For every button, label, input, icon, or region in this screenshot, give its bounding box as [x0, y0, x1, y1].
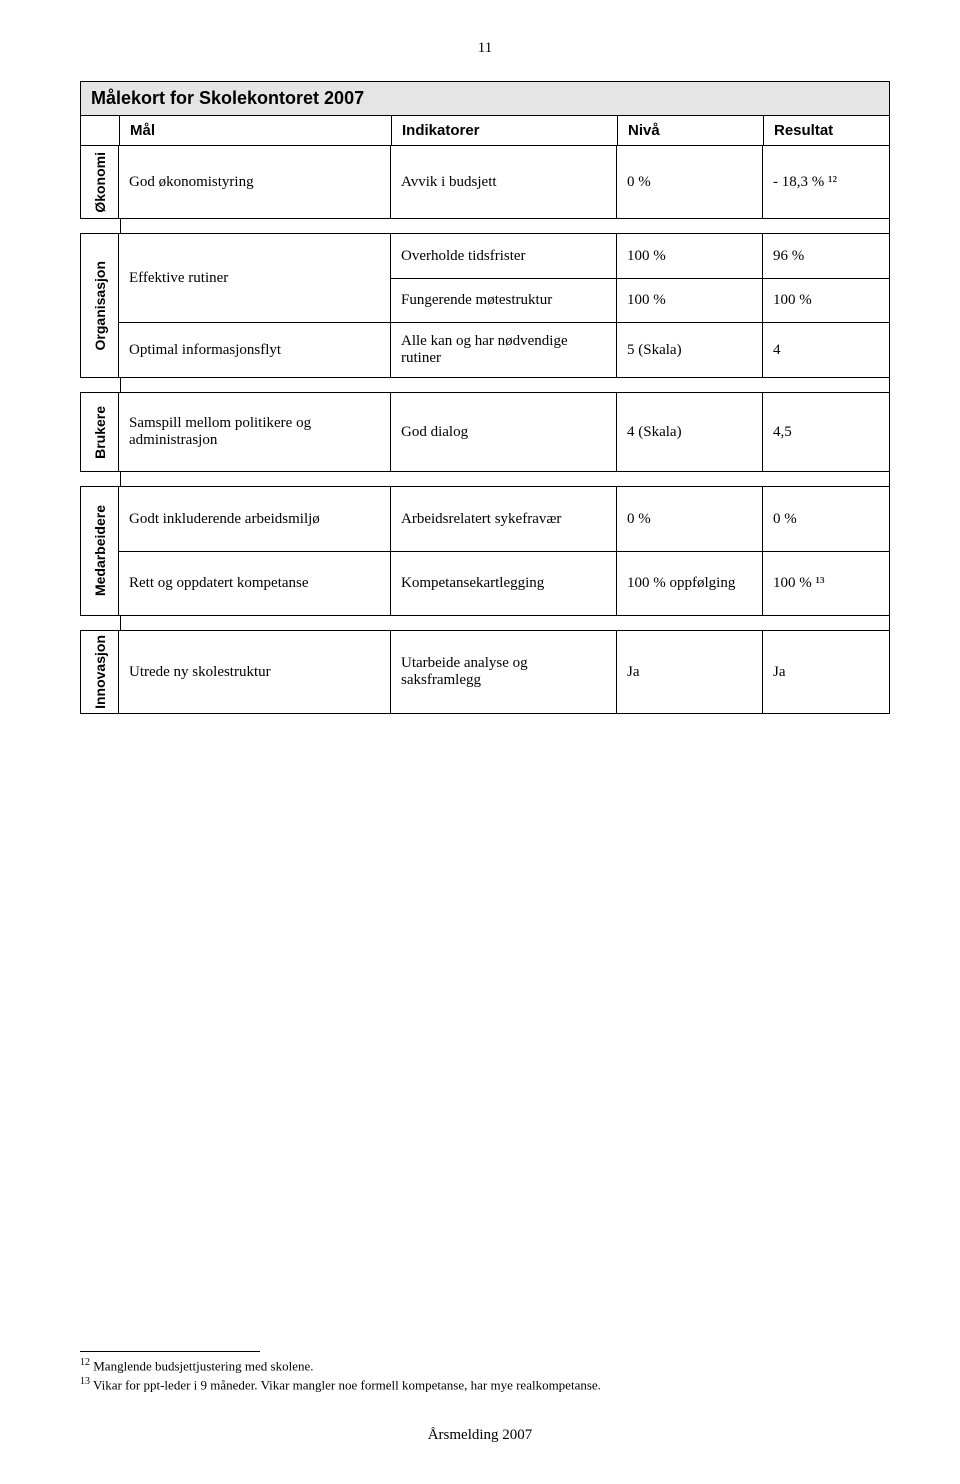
cell-res: 4,5 [763, 393, 889, 471]
cell-mal: Effektive rutiner [119, 234, 391, 322]
cell-res: 0 % [763, 487, 889, 551]
table-row: Optimal informasjonsflyt Alle kan og har… [119, 322, 889, 377]
section-okonomi: Økonomi God økonomistyring Avvik i budsj… [80, 146, 890, 219]
cell-niva: 100 % [617, 279, 763, 322]
col-header-indikatorer: Indikatorer [392, 116, 618, 145]
table-row: God økonomistyring Avvik i budsjett 0 % … [119, 146, 889, 218]
cell-res: 100 % [763, 279, 889, 322]
cell-ind: Fungerende møtestruktur [391, 279, 617, 322]
section-label-brukere: Brukere [81, 393, 119, 471]
footnote-12: 12 Manglende budsjettjustering med skole… [80, 1356, 880, 1375]
section-medarbeidere: Medarbeidere Godt inkluderende arbeidsmi… [80, 486, 890, 616]
cell-niva: 0 % [617, 487, 763, 551]
cell-ind: Overholde tidsfrister [391, 234, 617, 278]
cell-res: 96 % [763, 234, 889, 278]
section-innovasjon: Innovasjon Utrede ny skolestruktur Utarb… [80, 630, 890, 714]
col-header-niva: Nivå [618, 116, 764, 145]
table-row: Effektive rutiner Overholde tidsfrister … [119, 234, 889, 322]
cell-res: Ja [763, 631, 889, 713]
cell-res: 4 [763, 323, 889, 377]
table-row: Samspill mellom politikere og administra… [119, 393, 889, 471]
cell-niva: 5 (Skala) [617, 323, 763, 377]
section-label-organisasjon: Organisasjon [81, 234, 119, 377]
footnotes: 12 Manglende budsjettjustering med skole… [80, 1351, 880, 1394]
cell-res: - 18,3 % ¹² [763, 146, 889, 218]
scorecard-title: Målekort for Skolekontoret 2007 [80, 81, 890, 116]
section-label-innovasjon: Innovasjon [81, 631, 119, 713]
cell-mal: God økonomistyring [119, 146, 391, 218]
cell-ind: Alle kan og har nødvendige rutiner [391, 323, 617, 377]
cell-res: 100 % ¹³ [763, 552, 889, 615]
cell-ind: Arbeidsrelatert sykefravær [391, 487, 617, 551]
cell-niva: 100 % [617, 234, 763, 278]
cell-niva: 0 % [617, 146, 763, 218]
table-row: Utrede ny skolestruktur Utarbeide analys… [119, 631, 889, 713]
cell-niva: 4 (Skala) [617, 393, 763, 471]
page-footer: Årsmelding 2007 [0, 1427, 960, 1444]
cell-ind: Avvik i budsjett [391, 146, 617, 218]
section-organisasjon: Organisasjon Effektive rutiner Overholde… [80, 233, 890, 378]
page-number: 11 [80, 40, 890, 57]
cell-ind: Utarbeide analyse og saksframlegg [391, 631, 617, 713]
table-row: Godt inkluderende arbeidsmiljø Arbeidsre… [119, 487, 889, 551]
footnote-13: 13 Vikar for ppt-leder i 9 måneder. Vika… [80, 1375, 880, 1394]
cell-mal: Samspill mellom politikere og administra… [119, 393, 391, 471]
col-header-resultat: Resultat [764, 116, 890, 145]
cell-ind: God dialog [391, 393, 617, 471]
cell-mal: Optimal informasjonsflyt [119, 323, 391, 377]
cell-niva: Ja [617, 631, 763, 713]
table-header-row: Mål Indikatorer Nivå Resultat [80, 116, 890, 146]
section-label-medarbeidere: Medarbeidere [81, 487, 119, 615]
cell-mal: Utrede ny skolestruktur [119, 631, 391, 713]
section-brukere: Brukere Samspill mellom politikere og ad… [80, 392, 890, 472]
col-header-mal: Mål [120, 116, 392, 145]
cell-mal: Rett og oppdatert kompetanse [119, 552, 391, 615]
cell-niva: 100 % oppfølging [617, 552, 763, 615]
table-row: Rett og oppdatert kompetanse Kompetansek… [119, 551, 889, 615]
cell-mal: Godt inkluderende arbeidsmiljø [119, 487, 391, 551]
cell-ind: Kompetansekartlegging [391, 552, 617, 615]
section-label-okonomi: Økonomi [81, 146, 119, 218]
